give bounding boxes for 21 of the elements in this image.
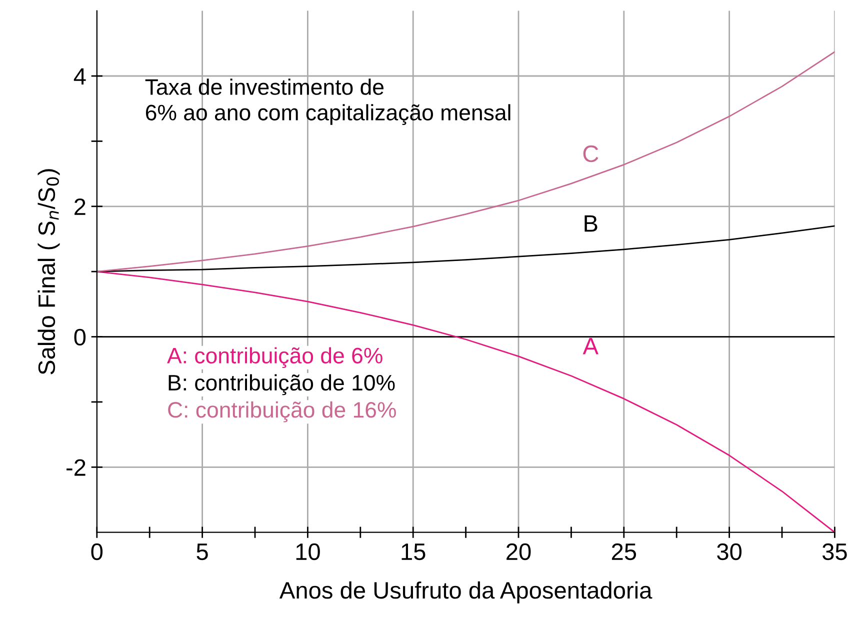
series-label: A <box>582 338 598 354</box>
annotation: Taxa de investimento de 6% ao ano com capitalização mensal <box>145 78 510 125</box>
annotation: A: contribuição de 6% <box>167 347 382 368</box>
x-tick-label: 5 <box>196 544 208 560</box>
x-tick-label: 0 <box>91 543 103 560</box>
series-label: B <box>584 215 598 232</box>
y-axis-title: Saldo Final ( S$_{n}$/S$_{0}$) <box>38 169 60 374</box>
y-tick-label: 0 <box>74 328 86 346</box>
x-tick-label: 15 <box>402 544 426 560</box>
annotation: C: contribuição de 16% <box>168 401 396 422</box>
y-tick-label: 2 <box>74 198 86 215</box>
x-tick-label: 10 <box>296 543 320 560</box>
x-tick-label: 35 <box>822 543 847 560</box>
annotation: B: contribuição de 10% <box>168 374 395 396</box>
series-label: C <box>583 145 598 162</box>
x-axis-title: Anos de Usufruto da Aposentadoria <box>279 581 652 604</box>
x-tick-label: 20 <box>506 543 531 560</box>
x-tick-label: 30 <box>717 543 742 560</box>
x-tick-label: 25 <box>612 543 636 560</box>
y-tick-label: 4 <box>74 68 86 85</box>
y-tick-label: -2 <box>66 459 86 476</box>
